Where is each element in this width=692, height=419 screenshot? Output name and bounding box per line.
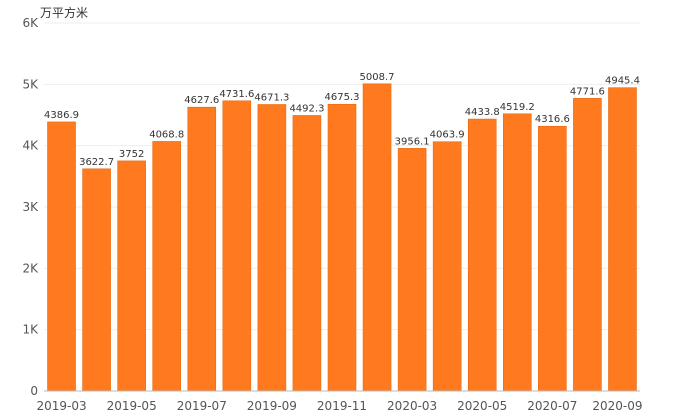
bar [432,141,462,392]
x-tick-label: 2019-09 [247,399,297,413]
data-label: 4627.6 [184,95,219,106]
data-label: 4316.6 [535,114,570,125]
data-label: 4945.4 [605,76,640,87]
x-tick-label: 2019-03 [36,399,86,413]
x-axis-ticks: 2019-03 2019-05 2019-07 2019-09 2019-11 2020-… [36,399,642,413]
x-tick-label: 2019-05 [107,399,157,413]
data-label: 4063.9 [430,130,465,141]
bar [117,160,146,392]
data-label: 4519.2 [500,102,535,113]
x-tick-label: 2020-07 [527,399,577,413]
y-tick-label: 3K [22,200,39,214]
data-label: 3622.7 [79,157,114,168]
data-label: 4386.9 [44,110,79,121]
y-tick-label: 6K [22,16,39,30]
data-label: 5008.7 [360,72,395,83]
x-tick-label: 2019-11 [317,399,367,413]
bar [222,100,252,392]
bar [608,87,637,392]
data-label: 4771.6 [570,86,605,97]
bar [467,118,497,392]
data-label: 4675.3 [325,92,360,103]
bar [397,148,427,392]
x-tick-label: 2020-05 [457,399,507,413]
x-tick-label: 2020-09 [592,399,642,413]
y-axis-unit-label: 万平方米 [40,5,88,20]
data-label: 4492.3 [289,103,324,114]
bar [187,106,217,392]
bar [362,83,392,392]
bar [152,141,182,392]
bar [538,125,567,392]
y-axis-ticks: 0 1K 2K 3K 4K 5K 6K [22,16,39,398]
bar [82,168,111,392]
bar [502,113,532,392]
bar [327,103,357,392]
data-label: 3752 [119,149,144,160]
bars [47,83,637,392]
data-label: 4671.3 [254,92,289,103]
y-tick-label: 4K [22,139,39,153]
y-tick-label: 5K [22,77,39,91]
y-tick-label: 1K [22,323,39,337]
y-tick-label: 0 [30,384,38,398]
x-tick-label: 2020-03 [387,399,437,413]
bar [257,104,287,392]
bar [47,121,76,392]
data-label: 4068.8 [149,129,184,140]
data-label: 4433.8 [465,107,500,118]
bar [573,98,602,392]
x-tick-label: 2019-07 [177,399,227,413]
y-tick-label: 2K [22,261,39,275]
data-label: 3956.1 [395,136,430,147]
data-label: 4731.6 [219,89,254,100]
bar [292,115,322,392]
